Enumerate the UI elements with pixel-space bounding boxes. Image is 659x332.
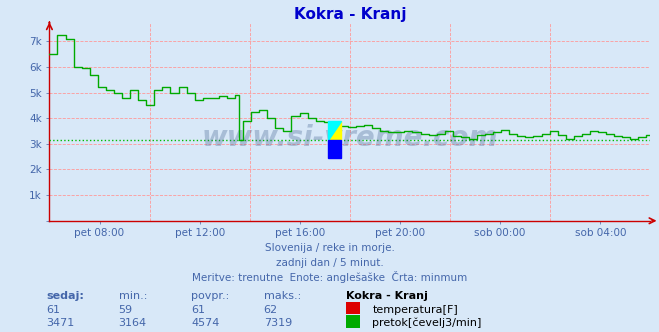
Text: 59: 59 — [119, 305, 132, 315]
Text: sedaj:: sedaj: — [46, 291, 84, 301]
Text: 3471: 3471 — [46, 318, 74, 328]
Text: min.:: min.: — [119, 291, 147, 301]
Title: Kokra - Kranj: Kokra - Kranj — [294, 7, 406, 22]
Text: Kokra - Kranj: Kokra - Kranj — [346, 291, 428, 301]
Text: 61: 61 — [191, 305, 205, 315]
Text: Slovenija / reke in morje.: Slovenija / reke in morje. — [264, 243, 395, 253]
Text: pretok[čevelj3/min]: pretok[čevelj3/min] — [372, 317, 482, 328]
Text: povpr.:: povpr.: — [191, 291, 229, 301]
Text: 61: 61 — [46, 305, 60, 315]
Text: www.si-vreme.com: www.si-vreme.com — [202, 124, 498, 152]
Text: zadnji dan / 5 minut.: zadnji dan / 5 minut. — [275, 258, 384, 268]
Text: 7319: 7319 — [264, 318, 292, 328]
Text: 62: 62 — [264, 305, 277, 315]
Polygon shape — [328, 121, 341, 140]
Text: maks.:: maks.: — [264, 291, 301, 301]
Text: 4574: 4574 — [191, 318, 219, 328]
Polygon shape — [328, 121, 341, 140]
Text: 3164: 3164 — [119, 318, 147, 328]
Text: temperatura[F]: temperatura[F] — [372, 305, 458, 315]
Text: Meritve: trenutne  Enote: anglešaške  Črta: minmum: Meritve: trenutne Enote: anglešaške Črta… — [192, 271, 467, 283]
Bar — [328, 140, 341, 158]
